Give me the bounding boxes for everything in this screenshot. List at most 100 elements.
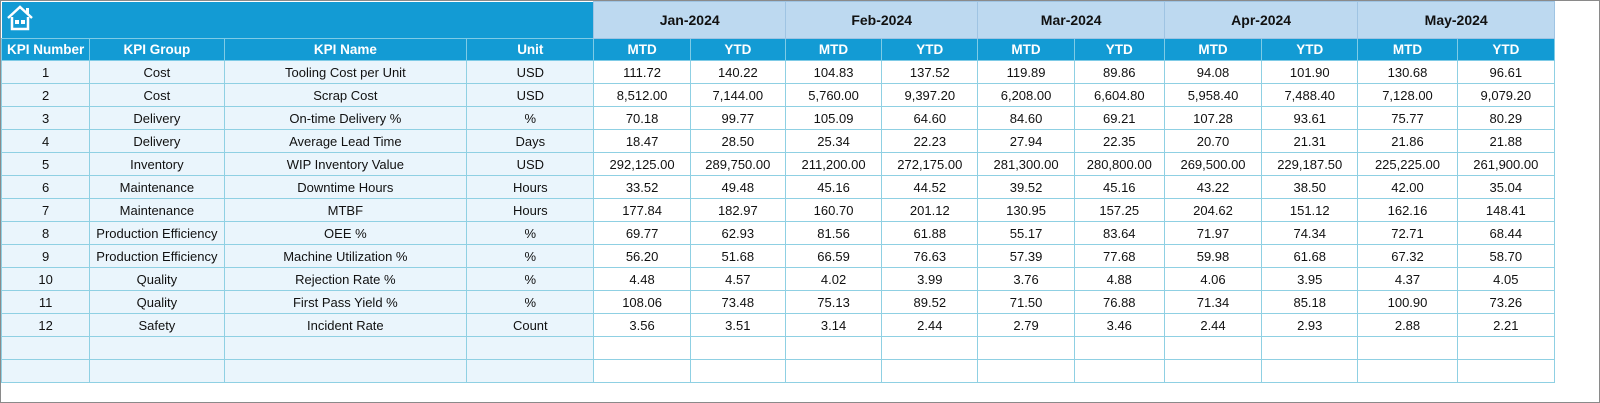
cell-ytd[interactable]: 101.90 bbox=[1261, 60, 1359, 84]
cell-mtd[interactable]: 281,300.00 bbox=[977, 152, 1075, 176]
cell-mtd[interactable] bbox=[1163, 359, 1263, 383]
cell-unit[interactable]: Count bbox=[466, 313, 595, 337]
cell-mtd[interactable]: 4.06 bbox=[1163, 267, 1263, 291]
header-mtd[interactable]: MTD bbox=[1163, 38, 1263, 61]
cell-ytd[interactable]: 201.12 bbox=[881, 198, 979, 222]
cell-unit[interactable]: Days bbox=[466, 129, 595, 153]
cell-num[interactable]: 7 bbox=[1, 198, 91, 222]
cell-unit[interactable]: Hours bbox=[466, 198, 595, 222]
cell-unit[interactable] bbox=[466, 336, 595, 360]
cell-ytd[interactable]: 157.25 bbox=[1073, 198, 1165, 222]
cell-group[interactable]: Production Efficiency bbox=[89, 244, 225, 268]
cell-unit[interactable]: % bbox=[466, 290, 595, 314]
cell-ytd[interactable]: 229,187.50 bbox=[1261, 152, 1359, 176]
cell-ytd[interactable]: 182.97 bbox=[689, 198, 786, 222]
cell-num[interactable]: 11 bbox=[1, 290, 91, 314]
cell-ytd[interactable]: 28.50 bbox=[689, 129, 786, 153]
cell-mtd[interactable]: 4.37 bbox=[1357, 267, 1458, 291]
cell-mtd[interactable]: 269,500.00 bbox=[1163, 152, 1263, 176]
header-ytd[interactable]: YTD bbox=[881, 38, 979, 61]
header-ytd[interactable]: YTD bbox=[1261, 38, 1359, 61]
header-mtd[interactable]: MTD bbox=[977, 38, 1075, 61]
cell-ytd[interactable]: 83.64 bbox=[1073, 221, 1165, 245]
cell-name[interactable]: Average Lead Time bbox=[223, 129, 468, 153]
cell-mtd[interactable]: 119.89 bbox=[977, 60, 1075, 84]
cell-mtd[interactable]: 3.14 bbox=[784, 313, 883, 337]
cell-ytd[interactable]: 7,488.40 bbox=[1261, 83, 1359, 107]
cell-ytd[interactable] bbox=[689, 336, 786, 360]
cell-num[interactable]: 2 bbox=[1, 83, 91, 107]
cell-mtd[interactable]: 59.98 bbox=[1163, 244, 1263, 268]
cell-ytd[interactable] bbox=[689, 359, 786, 383]
cell-mtd[interactable]: 225,225.00 bbox=[1357, 152, 1458, 176]
cell-ytd[interactable]: 51.68 bbox=[689, 244, 786, 268]
cell-name[interactable] bbox=[223, 336, 468, 360]
cell-mtd[interactable]: 43.22 bbox=[1163, 175, 1263, 199]
cell-mtd[interactable]: 71.34 bbox=[1163, 290, 1263, 314]
cell-unit[interactable] bbox=[466, 359, 595, 383]
cell-ytd[interactable]: 73.48 bbox=[689, 290, 786, 314]
cell-mtd[interactable]: 81.56 bbox=[784, 221, 883, 245]
cell-mtd[interactable]: 5,958.40 bbox=[1163, 83, 1263, 107]
cell-unit[interactable]: USD bbox=[466, 152, 595, 176]
cell-mtd[interactable]: 6,208.00 bbox=[977, 83, 1075, 107]
cell-ytd[interactable]: 93.61 bbox=[1261, 106, 1359, 130]
cell-num[interactable]: 9 bbox=[1, 244, 91, 268]
cell-mtd[interactable]: 55.17 bbox=[977, 221, 1075, 245]
header-ytd[interactable]: YTD bbox=[1073, 38, 1165, 61]
cell-unit[interactable]: USD bbox=[466, 83, 595, 107]
cell-ytd[interactable]: 99.77 bbox=[689, 106, 786, 130]
cell-ytd[interactable]: 61.88 bbox=[881, 221, 979, 245]
cell-mtd[interactable]: 69.77 bbox=[593, 221, 691, 245]
cell-ytd[interactable]: 68.44 bbox=[1456, 221, 1556, 245]
cell-ytd[interactable]: 73.26 bbox=[1456, 290, 1556, 314]
cell-ytd[interactable]: 272,175.00 bbox=[881, 152, 979, 176]
cell-ytd[interactable]: 77.68 bbox=[1073, 244, 1165, 268]
header-kpi-number[interactable]: KPI Number bbox=[1, 38, 91, 61]
cell-mtd[interactable]: 211,200.00 bbox=[784, 152, 883, 176]
cell-mtd[interactable]: 107.28 bbox=[1163, 106, 1263, 130]
cell-ytd[interactable]: 22.35 bbox=[1073, 129, 1165, 153]
cell-ytd[interactable]: 3.99 bbox=[881, 267, 979, 291]
cell-ytd[interactable]: 38.50 bbox=[1261, 175, 1359, 199]
cell-ytd[interactable]: 62.93 bbox=[689, 221, 786, 245]
cell-group[interactable]: Cost bbox=[89, 83, 225, 107]
cell-num[interactable] bbox=[1, 336, 91, 360]
cell-mtd[interactable]: 33.52 bbox=[593, 175, 691, 199]
home-icon[interactable] bbox=[6, 5, 34, 34]
cell-group[interactable]: Production Efficiency bbox=[89, 221, 225, 245]
cell-mtd[interactable]: 2.88 bbox=[1357, 313, 1458, 337]
cell-ytd[interactable]: 89.86 bbox=[1073, 60, 1165, 84]
cell-num[interactable]: 4 bbox=[1, 129, 91, 153]
cell-group[interactable]: Safety bbox=[89, 313, 225, 337]
cell-ytd[interactable]: 89.52 bbox=[881, 290, 979, 314]
cell-num[interactable]: 3 bbox=[1, 106, 91, 130]
cell-mtd[interactable]: 71.97 bbox=[1163, 221, 1263, 245]
cell-mtd[interactable] bbox=[593, 359, 691, 383]
cell-mtd[interactable] bbox=[977, 359, 1075, 383]
cell-ytd[interactable]: 2.44 bbox=[881, 313, 979, 337]
cell-unit[interactable]: Hours bbox=[466, 175, 595, 199]
cell-ytd[interactable]: 289,750.00 bbox=[689, 152, 786, 176]
cell-mtd[interactable]: 292,125.00 bbox=[593, 152, 691, 176]
cell-name[interactable]: Tooling Cost per Unit bbox=[223, 60, 468, 84]
cell-ytd[interactable]: 4.57 bbox=[689, 267, 786, 291]
cell-group[interactable]: Maintenance bbox=[89, 198, 225, 222]
cell-mtd[interactable] bbox=[1163, 336, 1263, 360]
cell-mtd[interactable]: 4.02 bbox=[784, 267, 883, 291]
cell-mtd[interactable]: 84.60 bbox=[977, 106, 1075, 130]
cell-group[interactable] bbox=[89, 336, 225, 360]
cell-ytd[interactable]: 80.29 bbox=[1456, 106, 1556, 130]
cell-ytd[interactable]: 21.31 bbox=[1261, 129, 1359, 153]
cell-ytd[interactable] bbox=[1456, 336, 1556, 360]
cell-mtd[interactable] bbox=[784, 359, 883, 383]
cell-mtd[interactable]: 130.95 bbox=[977, 198, 1075, 222]
cell-name[interactable]: First Pass Yield % bbox=[223, 290, 468, 314]
cell-group[interactable]: Delivery bbox=[89, 106, 225, 130]
cell-ytd[interactable]: 45.16 bbox=[1073, 175, 1165, 199]
cell-name[interactable]: WIP Inventory Value bbox=[223, 152, 468, 176]
cell-ytd[interactable]: 9,079.20 bbox=[1456, 83, 1556, 107]
cell-name[interactable] bbox=[223, 359, 468, 383]
cell-unit[interactable]: % bbox=[466, 106, 595, 130]
cell-ytd[interactable]: 61.68 bbox=[1261, 244, 1359, 268]
